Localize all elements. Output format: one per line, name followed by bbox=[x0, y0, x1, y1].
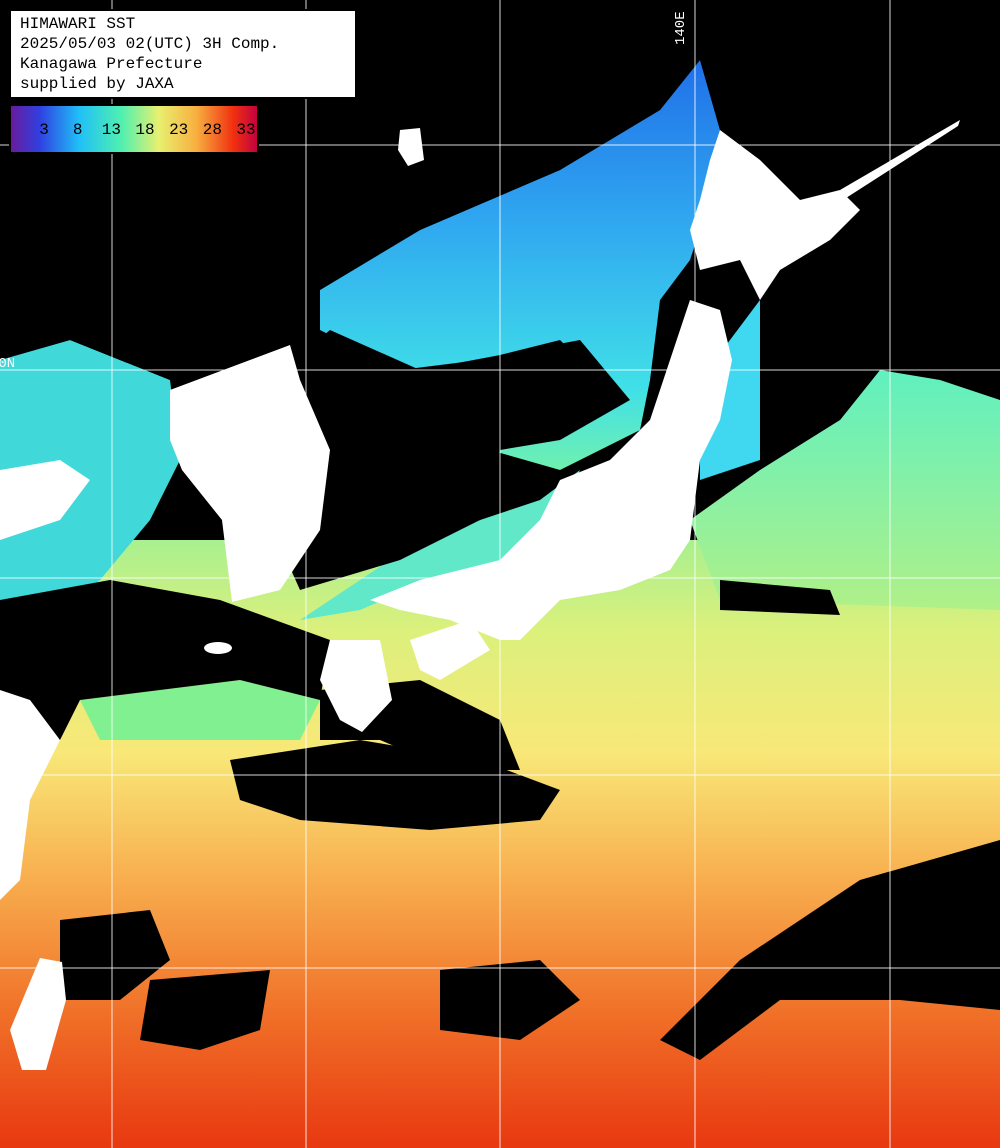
title-line: supplied by JAXA bbox=[20, 75, 174, 93]
sea-of-japan bbox=[320, 60, 720, 470]
sanriku-sea bbox=[700, 300, 760, 480]
colorbar-tick-label: 23 bbox=[169, 121, 188, 139]
colorbar: 3 8 13 18 23 28 33 bbox=[9, 104, 259, 154]
colorbar-tick-label: 33 bbox=[236, 121, 255, 139]
lon-label: 140E bbox=[673, 11, 689, 45]
title-line: HIMAWARI SST bbox=[20, 15, 135, 33]
colorbar-ramp bbox=[9, 104, 259, 154]
japan-sea-coast bbox=[300, 470, 580, 620]
lat-label: 30N bbox=[0, 761, 15, 777]
colorbar-tick-label: 13 bbox=[102, 121, 121, 139]
northeast-pacific bbox=[690, 370, 1000, 610]
title-box: HIMAWARI SST 2025/05/03 02(UTC) 3H Comp.… bbox=[9, 9, 357, 99]
title-line: Kanagawa Prefecture bbox=[20, 55, 202, 73]
land bbox=[0, 120, 960, 1070]
east-china-sea-band bbox=[80, 680, 320, 740]
yellow-sea bbox=[0, 340, 180, 610]
title-line: 2025/05/03 02(UTC) 3H Comp. bbox=[20, 35, 279, 53]
colorbar-tick-label: 18 bbox=[135, 121, 154, 139]
colorbar-tick-label: 8 bbox=[73, 121, 83, 139]
lat-label: 40N bbox=[0, 356, 15, 372]
colorbar-tick-label: 3 bbox=[39, 121, 49, 139]
title-box-frame bbox=[9, 9, 357, 99]
colorbar-tick-label: 28 bbox=[203, 121, 222, 139]
